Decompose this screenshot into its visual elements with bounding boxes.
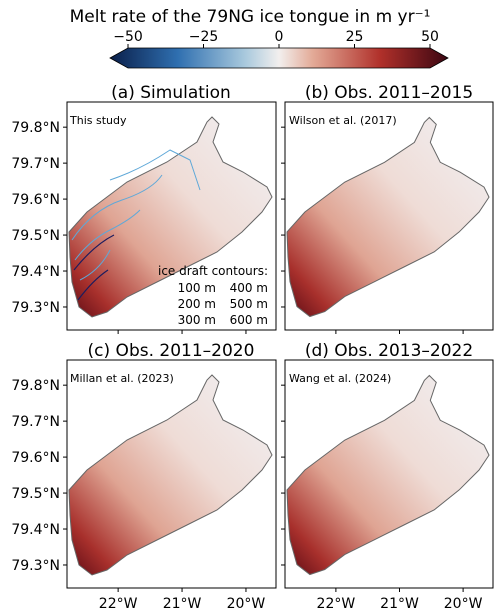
y-tick-label: 79.8°N (11, 378, 60, 394)
colorbar-tick-label: 25 (346, 29, 364, 45)
colorbar-tick-label: −50 (113, 29, 143, 45)
y-tick-label: 79.4°N (11, 264, 60, 280)
panel-title: (a) Simulation (111, 83, 231, 103)
colorbar-tick-label: 50 (421, 29, 439, 45)
panel-c: (c) Obs. 2011–2020 Millan et al. (2023) (66, 341, 277, 589)
y-tick-label: 79.8°N (11, 120, 60, 136)
colorbar-title: Melt rate of the 79NG ice tongue in m yr… (70, 7, 431, 27)
panel-title: (b) Obs. 2011–2015 (305, 83, 473, 103)
contours (73, 234, 115, 301)
y-tick-label: 79.5°N (11, 486, 60, 502)
x-tick-label: 21°W (163, 596, 202, 612)
colorbar-tick-label: 0 (275, 29, 284, 45)
colorbar (109, 47, 449, 69)
legend-item: 200 m (178, 297, 216, 311)
y-tick-label: 79.7°N (11, 414, 60, 430)
y-tick-label: 79.7°N (11, 156, 60, 172)
panel-d: (d) Obs. 2013–2022 Wang et al. (2024) (284, 341, 494, 589)
y-tick-label: 79.3°N (11, 300, 60, 316)
y-tick-label: 79.5°N (11, 228, 60, 244)
x-tick-label: 20°W (444, 596, 483, 612)
y-tick-label: 79.6°N (11, 192, 60, 208)
x-tick-label: 21°W (380, 596, 419, 612)
colorbar-tick-label: −25 (189, 29, 219, 45)
contours (71, 149, 201, 281)
source: Millan et al. (2023) (70, 372, 174, 385)
legend-item: 300 m (178, 313, 216, 327)
x-tick-label: 22°W (99, 596, 138, 612)
panel-b: (b) Obs. 2011–2015 Wilson et al. (2017) (284, 83, 494, 331)
source: Wang et al. (2024) (289, 372, 391, 385)
y-tick-label: 79.6°N (11, 450, 60, 466)
legend-item: 400 m (230, 281, 268, 295)
axes: 79.3°N 79.4°N 79.5°N 79.6°N 79.7°N 79.8°N 79.3… (11, 120, 482, 612)
x-tick-label: 20°W (227, 596, 266, 612)
legend-item: 100 m (178, 281, 216, 295)
panel-a: (a) Simulation This study ice draft cont… (66, 83, 277, 331)
source: Wilson et al. (2017) (289, 114, 397, 127)
legend-item: 600 m (230, 313, 268, 327)
legend-item: 500 m (230, 297, 268, 311)
legend-title: ice draft contours: (158, 264, 268, 278)
colorbar-ticks: −50 −25 0 25 50 (113, 29, 439, 48)
y-tick-label: 79.4°N (11, 522, 60, 538)
source: This study (69, 114, 127, 127)
panel-title: (c) Obs. 2011–2020 (88, 341, 255, 361)
legend: 100 m 200 m 300 m 400 m 500 m 600 m (178, 281, 268, 327)
y-tick-label: 79.3°N (11, 558, 60, 574)
x-tick-label: 22°W (317, 596, 356, 612)
panel-title: (d) Obs. 2013–2022 (305, 341, 473, 361)
